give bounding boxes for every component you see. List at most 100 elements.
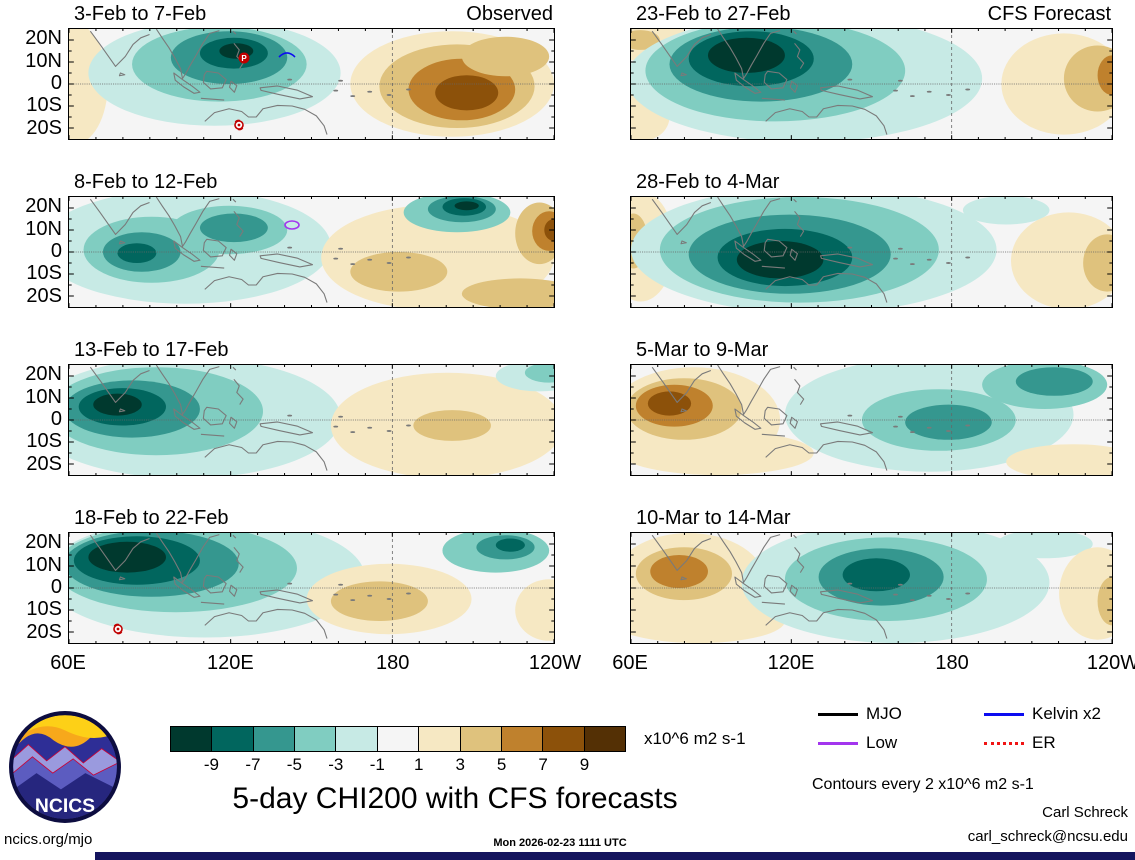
y-axis-label: 20S — [26, 284, 62, 307]
colorbar-tick: 3 — [455, 755, 465, 774]
panel-title: 3-Feb to 7-Feb — [74, 3, 207, 25]
colorbar — [170, 726, 626, 752]
panel-title: 23-Feb to 27-Feb — [636, 3, 791, 25]
y-axis-label: 10S — [26, 94, 62, 117]
ncics-logo-graphic: NCICS — [9, 711, 121, 823]
colorbar-segment — [295, 727, 337, 751]
legend-label-er: ER — [1032, 733, 1056, 752]
cyclone-marker — [233, 119, 245, 131]
map-1: P — [68, 28, 555, 140]
y-axis-label: 10S — [26, 430, 62, 453]
kelvin-marker — [278, 49, 296, 59]
colorbar-segment — [460, 727, 502, 751]
map-panel-2: 8-Feb to 12-Feb — [68, 171, 555, 308]
colorbar-tick: 7 — [538, 755, 548, 774]
y-axis-label: 10N — [25, 385, 62, 408]
panel-title: 8-Feb to 12-Feb — [74, 171, 218, 193]
colorbar-tick: -5 — [286, 755, 302, 774]
colorbar-segment — [419, 727, 461, 751]
bottom-strip — [95, 852, 1135, 860]
credit-name: Carl Schreck — [1042, 804, 1128, 821]
colorbar-tick: -9 — [203, 755, 220, 774]
map-6 — [630, 196, 1113, 308]
column-header: CFS Forecast — [987, 3, 1111, 25]
y-axis-label: 0 — [50, 72, 62, 94]
legend-label-kelvin-x2: Kelvin x2 — [1032, 704, 1101, 723]
y-axis-label: 0 — [50, 408, 62, 430]
colorbar-tick: 5 — [496, 755, 507, 774]
colorbar-segment — [253, 727, 296, 751]
colorbar-segment — [501, 727, 544, 751]
y-axis-label: 0 — [50, 240, 62, 262]
legend-label-low: Low — [866, 733, 898, 752]
colorbar-segment — [377, 727, 420, 751]
y-axis-label: 20N — [25, 195, 62, 218]
panel-title: 10-Mar to 14-Mar — [636, 507, 791, 529]
figure-title: 5-day CHI200 with CFS forecasts — [232, 782, 678, 815]
map-panel-8: 10-Mar to 14-Mar — [630, 507, 1113, 644]
y-axis-label: 20S — [26, 620, 62, 643]
y-axis-label: 10N — [25, 49, 62, 72]
colorbar-tick: -3 — [328, 755, 344, 774]
logo-text: NCICS — [35, 796, 95, 817]
contour-interval-note: Contours every 2 x10^6 m2 s-1 — [812, 776, 1034, 793]
y-axis-label: 10N — [25, 553, 62, 576]
panel-title: 18-Feb to 22-Feb — [74, 507, 229, 529]
y-axis-label: 10S — [26, 598, 62, 621]
panel-title: 28-Feb to 4-Mar — [636, 171, 780, 193]
colorbar-segment — [543, 727, 585, 751]
map-2 — [68, 196, 555, 308]
map-panel-5: 23-Feb to 27-Feb CFS Forecast — [630, 3, 1113, 140]
x-axis-label: 180 — [935, 652, 969, 674]
y-axis-label: 20N — [25, 531, 62, 554]
colorbar-tick: 1 — [413, 755, 424, 774]
svg-text:P: P — [241, 54, 247, 63]
cyclone-marker — [112, 623, 124, 635]
colorbar-tick: -1 — [369, 755, 385, 774]
map-7 — [630, 364, 1113, 476]
colorbar-segment — [584, 727, 625, 751]
colorbar-tick: -7 — [245, 755, 261, 774]
colorbar-segment — [171, 727, 213, 751]
ncics-logo: NCICS — [8, 710, 122, 824]
map-panel-3: 13-Feb to 17-Feb — [68, 339, 555, 476]
y-axis-label: 20N — [25, 363, 62, 386]
y-axis-label: 10S — [26, 262, 62, 285]
y-axis-label: 10N — [25, 217, 62, 240]
legend-label-mjo: MJO — [866, 704, 902, 723]
map-4 — [68, 532, 555, 644]
low-marker — [283, 219, 301, 230]
cyclone-marker: P — [237, 51, 250, 64]
map-panel-6: 28-Feb to 4-Mar — [630, 171, 1113, 308]
y-axis-label: 20S — [26, 452, 62, 475]
legend-line-low — [818, 742, 858, 745]
legend-line-er — [984, 742, 1024, 745]
x-axis-label: 120W — [528, 652, 582, 674]
colorbar-segment — [336, 727, 378, 751]
legend-line-kelvin-x2 — [984, 713, 1024, 716]
x-axis-label: 120E — [767, 652, 815, 674]
colorbar-tick: 9 — [579, 755, 590, 774]
y-axis-label: 20S — [26, 116, 62, 139]
x-axis-label: 60E — [612, 652, 648, 674]
x-axis-label: 180 — [375, 652, 410, 674]
column-header: Observed — [466, 3, 553, 25]
legend-line-mjo — [818, 713, 858, 716]
colorbar-unit-label: x10^6 m2 s-1 — [644, 729, 746, 748]
panel-title: 13-Feb to 17-Feb — [74, 339, 229, 361]
map-panel-7: 5-Mar to 9-Mar — [630, 339, 1113, 476]
panel-title: 5-Mar to 9-Mar — [636, 339, 769, 361]
y-axis-label: 0 — [50, 576, 62, 598]
y-axis-label: 20N — [25, 27, 62, 50]
x-axis-label: 120W — [1086, 652, 1135, 674]
map-5 — [630, 28, 1113, 140]
website-text: ncics.org/mjo — [4, 831, 93, 848]
map-panel-1: 3-Feb to 7-Feb Observed P — [68, 3, 555, 140]
map-8 — [630, 532, 1113, 644]
map-3 — [68, 364, 555, 476]
timestamp: Mon 2026-02-23 1111 UTC — [493, 837, 627, 849]
x-axis-label: 60E — [50, 652, 86, 674]
credit-email: carl_schreck@ncsu.edu — [967, 828, 1128, 845]
colorbar-segment — [212, 727, 254, 751]
